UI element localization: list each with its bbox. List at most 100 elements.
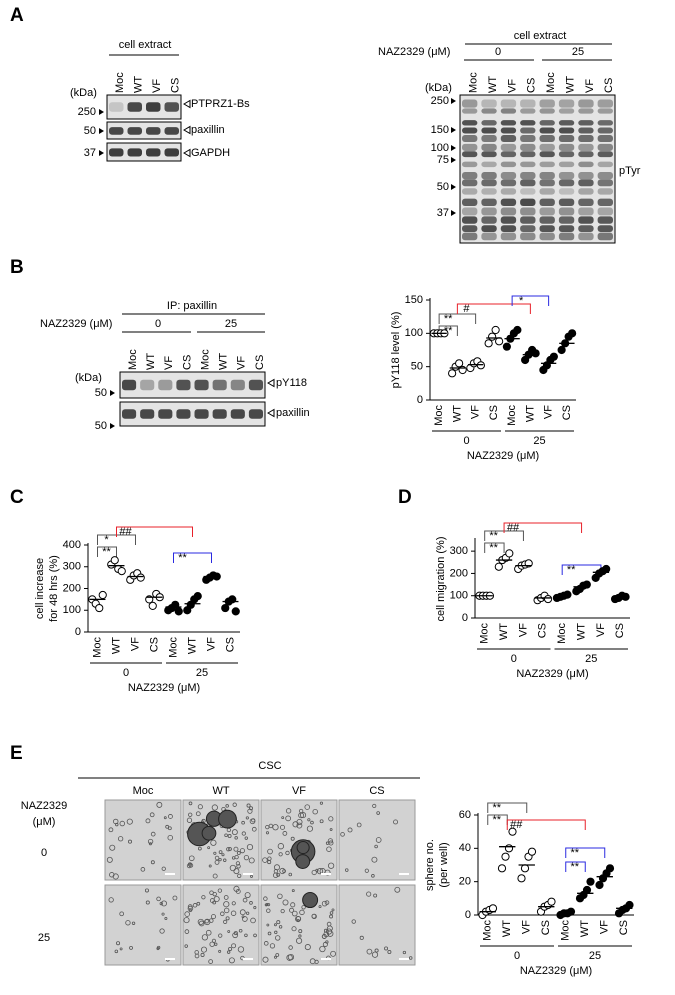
lane-label: WT	[145, 353, 157, 370]
cell	[273, 923, 277, 927]
blot-band	[520, 161, 536, 168]
blot-band	[558, 225, 575, 232]
cell	[210, 914, 216, 920]
cell	[330, 950, 337, 957]
cell	[223, 919, 228, 924]
cell	[244, 933, 248, 938]
cell	[200, 952, 205, 957]
cell	[393, 819, 399, 825]
column-label: WT	[212, 785, 229, 797]
data-point	[231, 607, 240, 616]
cell	[371, 856, 378, 863]
cell	[156, 946, 160, 951]
blot-band	[481, 99, 497, 108]
micrograph	[182, 884, 260, 966]
significance-bracket	[116, 526, 193, 537]
cell	[212, 873, 218, 879]
blot-band	[597, 216, 613, 224]
marker-label: 50	[95, 387, 107, 399]
blot-band	[248, 379, 263, 391]
x-tick-label: WT	[501, 920, 513, 937]
significance-bracket	[456, 303, 531, 314]
blot-band	[164, 148, 179, 157]
band-label: pTyr	[619, 165, 641, 177]
marker-label: 100	[431, 142, 449, 154]
blot-band	[462, 207, 478, 216]
cell	[119, 820, 125, 827]
marker-label: 50	[95, 420, 107, 432]
cell	[114, 949, 119, 954]
blot-header: cell extract	[514, 30, 567, 42]
arrow-head	[110, 390, 115, 396]
marker-label: 250	[78, 106, 96, 118]
cell	[285, 815, 292, 822]
lane-label: WT	[487, 76, 499, 93]
y-axis-label: pY118 level (%)	[390, 312, 402, 389]
cell	[277, 893, 283, 900]
data-point	[586, 877, 595, 886]
cell	[237, 873, 242, 878]
micrograph	[260, 884, 338, 966]
cell	[371, 874, 375, 878]
cell	[197, 804, 203, 810]
y-tick-label: 0	[75, 626, 81, 638]
significance-bracket	[487, 802, 528, 813]
significance-label: **	[570, 847, 579, 859]
blot-header: IP: paxillin	[167, 300, 217, 312]
blot-band	[597, 232, 613, 241]
cell	[233, 885, 240, 892]
scale-bar	[399, 958, 409, 960]
cell	[168, 814, 173, 819]
blot-band	[500, 143, 517, 151]
dose-label: 0	[155, 318, 161, 330]
arrow-head	[451, 157, 456, 163]
sphere	[218, 809, 237, 829]
cell	[236, 851, 241, 855]
data-point	[531, 349, 540, 358]
cell	[282, 869, 286, 873]
blot-band	[462, 161, 478, 168]
cell	[161, 900, 167, 907]
blot-band	[578, 188, 594, 195]
blot-band	[164, 127, 179, 135]
data-point	[455, 359, 464, 368]
blot-band	[520, 171, 536, 180]
cell	[241, 831, 246, 836]
cell	[144, 888, 149, 893]
blot-band	[500, 216, 517, 224]
band-label: GAPDH	[191, 147, 230, 159]
cell	[172, 895, 178, 901]
data-point	[110, 556, 119, 565]
cell	[229, 864, 237, 872]
cell	[262, 857, 268, 863]
blot-band	[539, 198, 555, 207]
cell	[209, 898, 215, 904]
x-tick-label: WT	[498, 623, 510, 640]
y-tick-label: 200	[63, 582, 81, 594]
data-point	[495, 337, 504, 346]
cell	[184, 929, 190, 934]
cell	[296, 818, 303, 825]
blot-band	[539, 108, 555, 114]
cell	[187, 905, 194, 912]
significance-label: **	[492, 802, 501, 814]
y-tick-label: 20	[459, 876, 471, 888]
blot-band	[578, 225, 594, 232]
cell	[290, 902, 296, 908]
data-point	[549, 352, 558, 361]
x-tick-label: CS	[148, 637, 160, 652]
group-label: 0	[514, 950, 520, 962]
cell	[228, 957, 235, 964]
blot-band	[500, 232, 517, 241]
blot-band	[164, 102, 179, 112]
y-tick-label: 200	[450, 567, 468, 579]
cell	[128, 839, 133, 844]
y-tick-label: 60	[459, 809, 471, 821]
blot-band	[597, 108, 613, 114]
lane-label: CS	[181, 355, 193, 370]
panel-letter: D	[398, 487, 412, 508]
group-label: 25	[585, 653, 597, 665]
blot-band	[520, 216, 536, 224]
cell	[319, 945, 326, 953]
